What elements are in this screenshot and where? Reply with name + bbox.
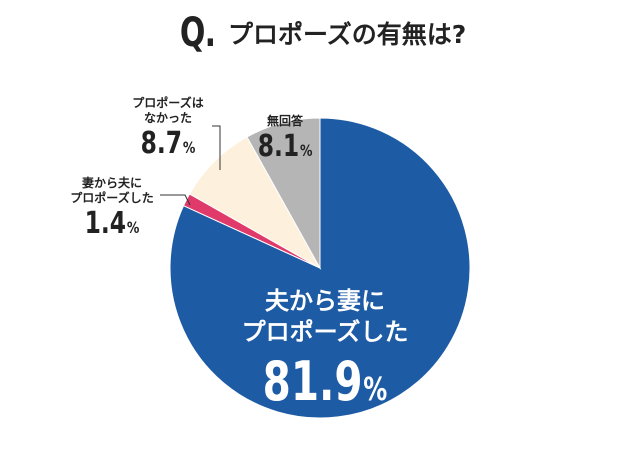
slice-label-husband-proposed: 夫から妻に プロポーズした 81.9% (235, 286, 415, 411)
pie-slice-no-answer (246, 117, 321, 270)
slice-value-no-answer: 8.1% (257, 129, 313, 164)
pie-slice-no-proposal (188, 136, 322, 270)
slice-label-wife-line1: 妻から夫に (81, 176, 142, 190)
slice-label-noprop-line1: プロポーズは (132, 96, 204, 110)
slice-label-no-answer: 無回答 8.1% (250, 114, 320, 163)
slice-label-wife-proposed: 妻から夫に プロポーズした 1.4% (62, 176, 162, 240)
slice-value-husband: 81.9% (262, 350, 388, 414)
slice-label-husband-line1: 夫から妻に (265, 287, 385, 315)
slice-label-no-proposal: プロポーズは なかった 8.7% (118, 96, 218, 160)
leader-line-no-proposal (212, 125, 221, 170)
slice-value-wife: 1.4% (84, 206, 140, 241)
title-q-mark: Q. (179, 10, 216, 56)
slice-value-no-proposal: 8.7% (140, 126, 196, 161)
slice-label-wife-line2: プロポーズした (70, 191, 154, 205)
slice-label-noanswer-line1: 無回答 (266, 114, 303, 128)
leader-line-wife (160, 194, 191, 206)
chart-title: Q. プロポーズの有無は? (0, 10, 640, 56)
slice-label-noprop-line2: なかった (143, 111, 192, 125)
title-question: プロポーズの有無は? (228, 20, 467, 49)
slice-label-husband-line2: プロポーズした (241, 318, 409, 347)
